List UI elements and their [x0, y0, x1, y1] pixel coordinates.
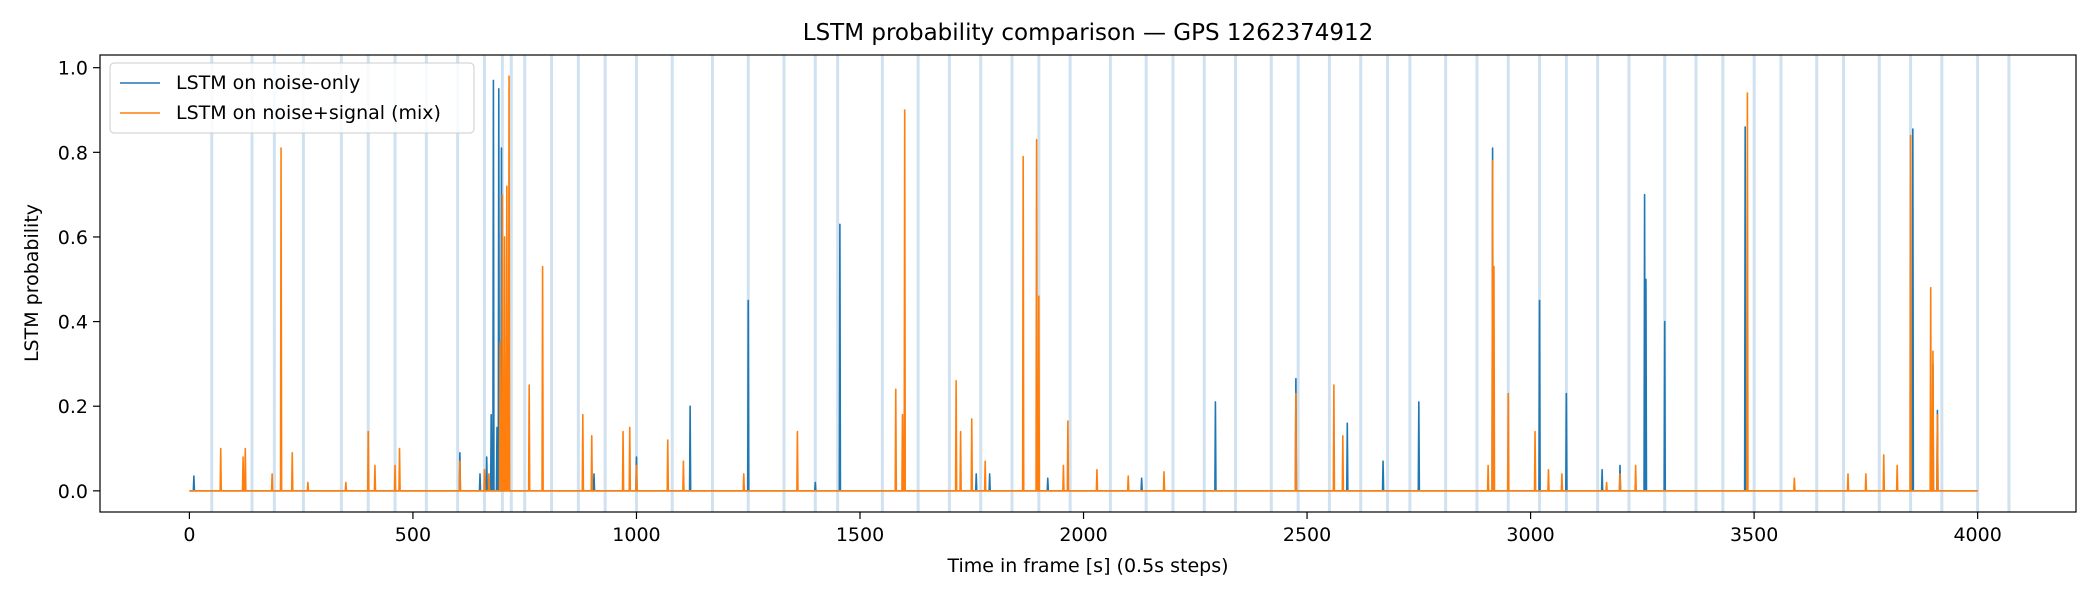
shaded-marker-36 [1296, 55, 1300, 512]
y-tick-label-4: 0.8 [58, 142, 88, 164]
shaded-marker-31 [1144, 55, 1148, 512]
shaded-marker-20 [782, 55, 786, 512]
legend-label-mix: LSTM on noise+signal (mix) [176, 102, 441, 124]
shaded-marker-37 [1327, 55, 1331, 512]
shaded-marker-46 [1596, 55, 1600, 512]
y-axis-ticks: 0.0 0.2 0.4 0.6 0.8 1.0 [58, 58, 100, 503]
y-tick-label-2: 0.4 [58, 312, 88, 334]
shaded-marker-6 [393, 55, 397, 512]
shaded-marker-50 [1721, 55, 1725, 512]
shaded-marker-49 [1694, 55, 1698, 512]
shaded-marker-5 [366, 55, 370, 512]
y-tick-label-1: 0.2 [58, 396, 88, 418]
shaded-marker-45 [1564, 55, 1568, 512]
shaded-marker-51 [1752, 55, 1756, 512]
chart-title: LSTM probability comparison — GPS 126237… [803, 20, 1374, 46]
shaded-marker-42 [1475, 55, 1479, 512]
shaded-marker-0 [210, 55, 214, 512]
legend: LSTM on noise-only LSTM on noise+signal … [109, 62, 475, 134]
shaded-marker-57 [1940, 55, 1944, 512]
x-tick-label-1: 500 [395, 524, 431, 546]
x-axis-label: Time in frame [s] (0.5s steps) [946, 555, 1228, 577]
shaded-marker-8 [456, 55, 460, 512]
shaded-marker-58 [1976, 55, 1980, 512]
shaded-marker-25 [947, 55, 951, 512]
shaded-marker-23 [880, 55, 884, 512]
x-tick-label-8: 4000 [1953, 524, 2001, 546]
shaded-marker-1 [250, 55, 254, 512]
shaded-marker-30 [1108, 55, 1112, 512]
x-axis-ticks: 0 500 1000 1500 2000 2500 3000 3500 4000 [183, 512, 2002, 546]
series-lines [189, 75, 1978, 492]
series-line-1 [189, 75, 1978, 492]
shaded-marker-48 [1663, 55, 1667, 512]
x-tick-label-0: 0 [183, 524, 195, 546]
y-tick-label-3: 0.6 [58, 227, 88, 249]
shaded-marker-11 [509, 55, 513, 512]
shaded-marker-18 [710, 55, 714, 512]
shaded-marker-9 [482, 55, 486, 512]
shaded-marker-2 [272, 55, 276, 512]
x-tick-label-4: 2000 [1059, 524, 1107, 546]
shaded-marker-55 [1877, 55, 1881, 512]
shaded-marker-12 [523, 55, 527, 512]
shaded-marker-7 [424, 55, 428, 512]
shaded-marker-33 [1202, 55, 1206, 512]
shaded-marker-32 [1171, 55, 1175, 512]
shaded-marker-59 [2007, 55, 2011, 512]
shaded-marker-4 [339, 55, 343, 512]
shaded-marker-13 [550, 55, 554, 512]
shaded-marker-3 [301, 55, 305, 512]
shaded-marker-38 [1359, 55, 1363, 512]
shaded-marker-53 [1815, 55, 1819, 512]
y-axis-label: LSTM probability [21, 204, 43, 362]
x-tick-label-2: 1000 [612, 524, 660, 546]
shaded-marker-21 [813, 55, 817, 512]
shaded-marker-54 [1842, 55, 1846, 512]
shaded-marker-22 [836, 55, 840, 512]
x-tick-label-3: 1500 [836, 524, 884, 546]
shaded-marker-41 [1444, 55, 1448, 512]
y-tick-label-0: 0.0 [58, 481, 88, 503]
shaded-marker-39 [1386, 55, 1390, 512]
x-tick-label-5: 2500 [1283, 524, 1331, 546]
shaded-marker-40 [1408, 55, 1412, 512]
legend-box [109, 62, 475, 134]
shaded-marker-15 [603, 55, 607, 512]
shaded-marker-26 [979, 55, 983, 512]
shaded-marker-44 [1538, 55, 1542, 512]
shaded-marker-28 [1037, 55, 1041, 512]
shaded-marker-14 [576, 55, 580, 512]
shaded-marker-16 [634, 55, 638, 512]
x-tick-label-7: 3500 [1730, 524, 1778, 546]
shaded-marker-24 [916, 55, 920, 512]
shaded-marker-19 [746, 55, 750, 512]
y-tick-label-5: 1.0 [58, 58, 88, 80]
x-tick-label-6: 3000 [1506, 524, 1554, 546]
shaded-marker-43 [1506, 55, 1510, 512]
shaded-marker-17 [670, 55, 674, 512]
plot-frame [99, 54, 2077, 513]
shaded-marker-35 [1269, 55, 1273, 512]
shaded-marker-47 [1627, 55, 1631, 512]
shaded-marker-34 [1234, 55, 1238, 512]
legend-label-noise-only: LSTM on noise-only [176, 72, 360, 94]
shaded-marker-29 [1068, 55, 1072, 512]
shaded-marker-27 [1010, 55, 1014, 512]
shaded-markers [210, 55, 2011, 512]
shaded-marker-52 [1779, 55, 1783, 512]
